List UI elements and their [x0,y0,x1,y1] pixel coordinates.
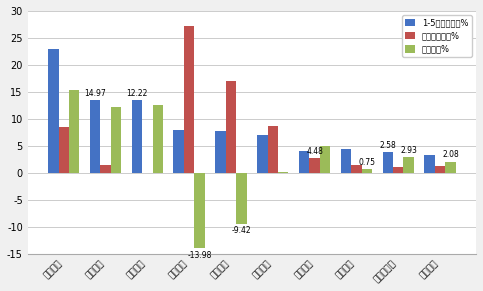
Bar [173,130,184,173]
Bar [362,169,372,173]
Text: 14.97: 14.97 [84,89,106,98]
Bar [278,172,288,173]
Legend: 1-5月市场份额%, 去年同期份额%, 同比增长%: 1-5月市场份额%, 去年同期份额%, 同比增长% [402,15,472,57]
Text: -13.98: -13.98 [187,251,212,260]
Bar [100,165,111,173]
Text: 0.75: 0.75 [358,158,375,167]
Text: 12.22: 12.22 [126,89,148,98]
Bar [403,157,414,173]
Bar [351,165,362,173]
Bar [132,100,142,173]
Bar [425,155,435,173]
Bar [341,149,351,173]
Bar [435,166,445,173]
Text: -9.42: -9.42 [232,226,251,235]
Bar [445,162,455,173]
Bar [58,127,69,173]
Text: 2.58: 2.58 [379,141,396,150]
Bar [48,49,58,173]
Bar [309,158,320,173]
Bar [90,100,100,173]
Bar [393,167,403,173]
Bar [299,151,309,173]
Bar [153,105,163,173]
Bar [268,126,278,173]
Bar [111,107,121,173]
Bar [226,81,236,173]
Bar [69,90,79,173]
Bar [236,173,247,224]
Bar [383,152,393,173]
Bar [184,26,194,173]
Bar [320,146,330,173]
Bar [257,135,268,173]
Bar [215,131,226,173]
Text: 2.93: 2.93 [400,146,417,155]
Text: 4.48: 4.48 [306,147,323,156]
Text: 2.08: 2.08 [442,150,459,159]
Bar [194,173,205,248]
